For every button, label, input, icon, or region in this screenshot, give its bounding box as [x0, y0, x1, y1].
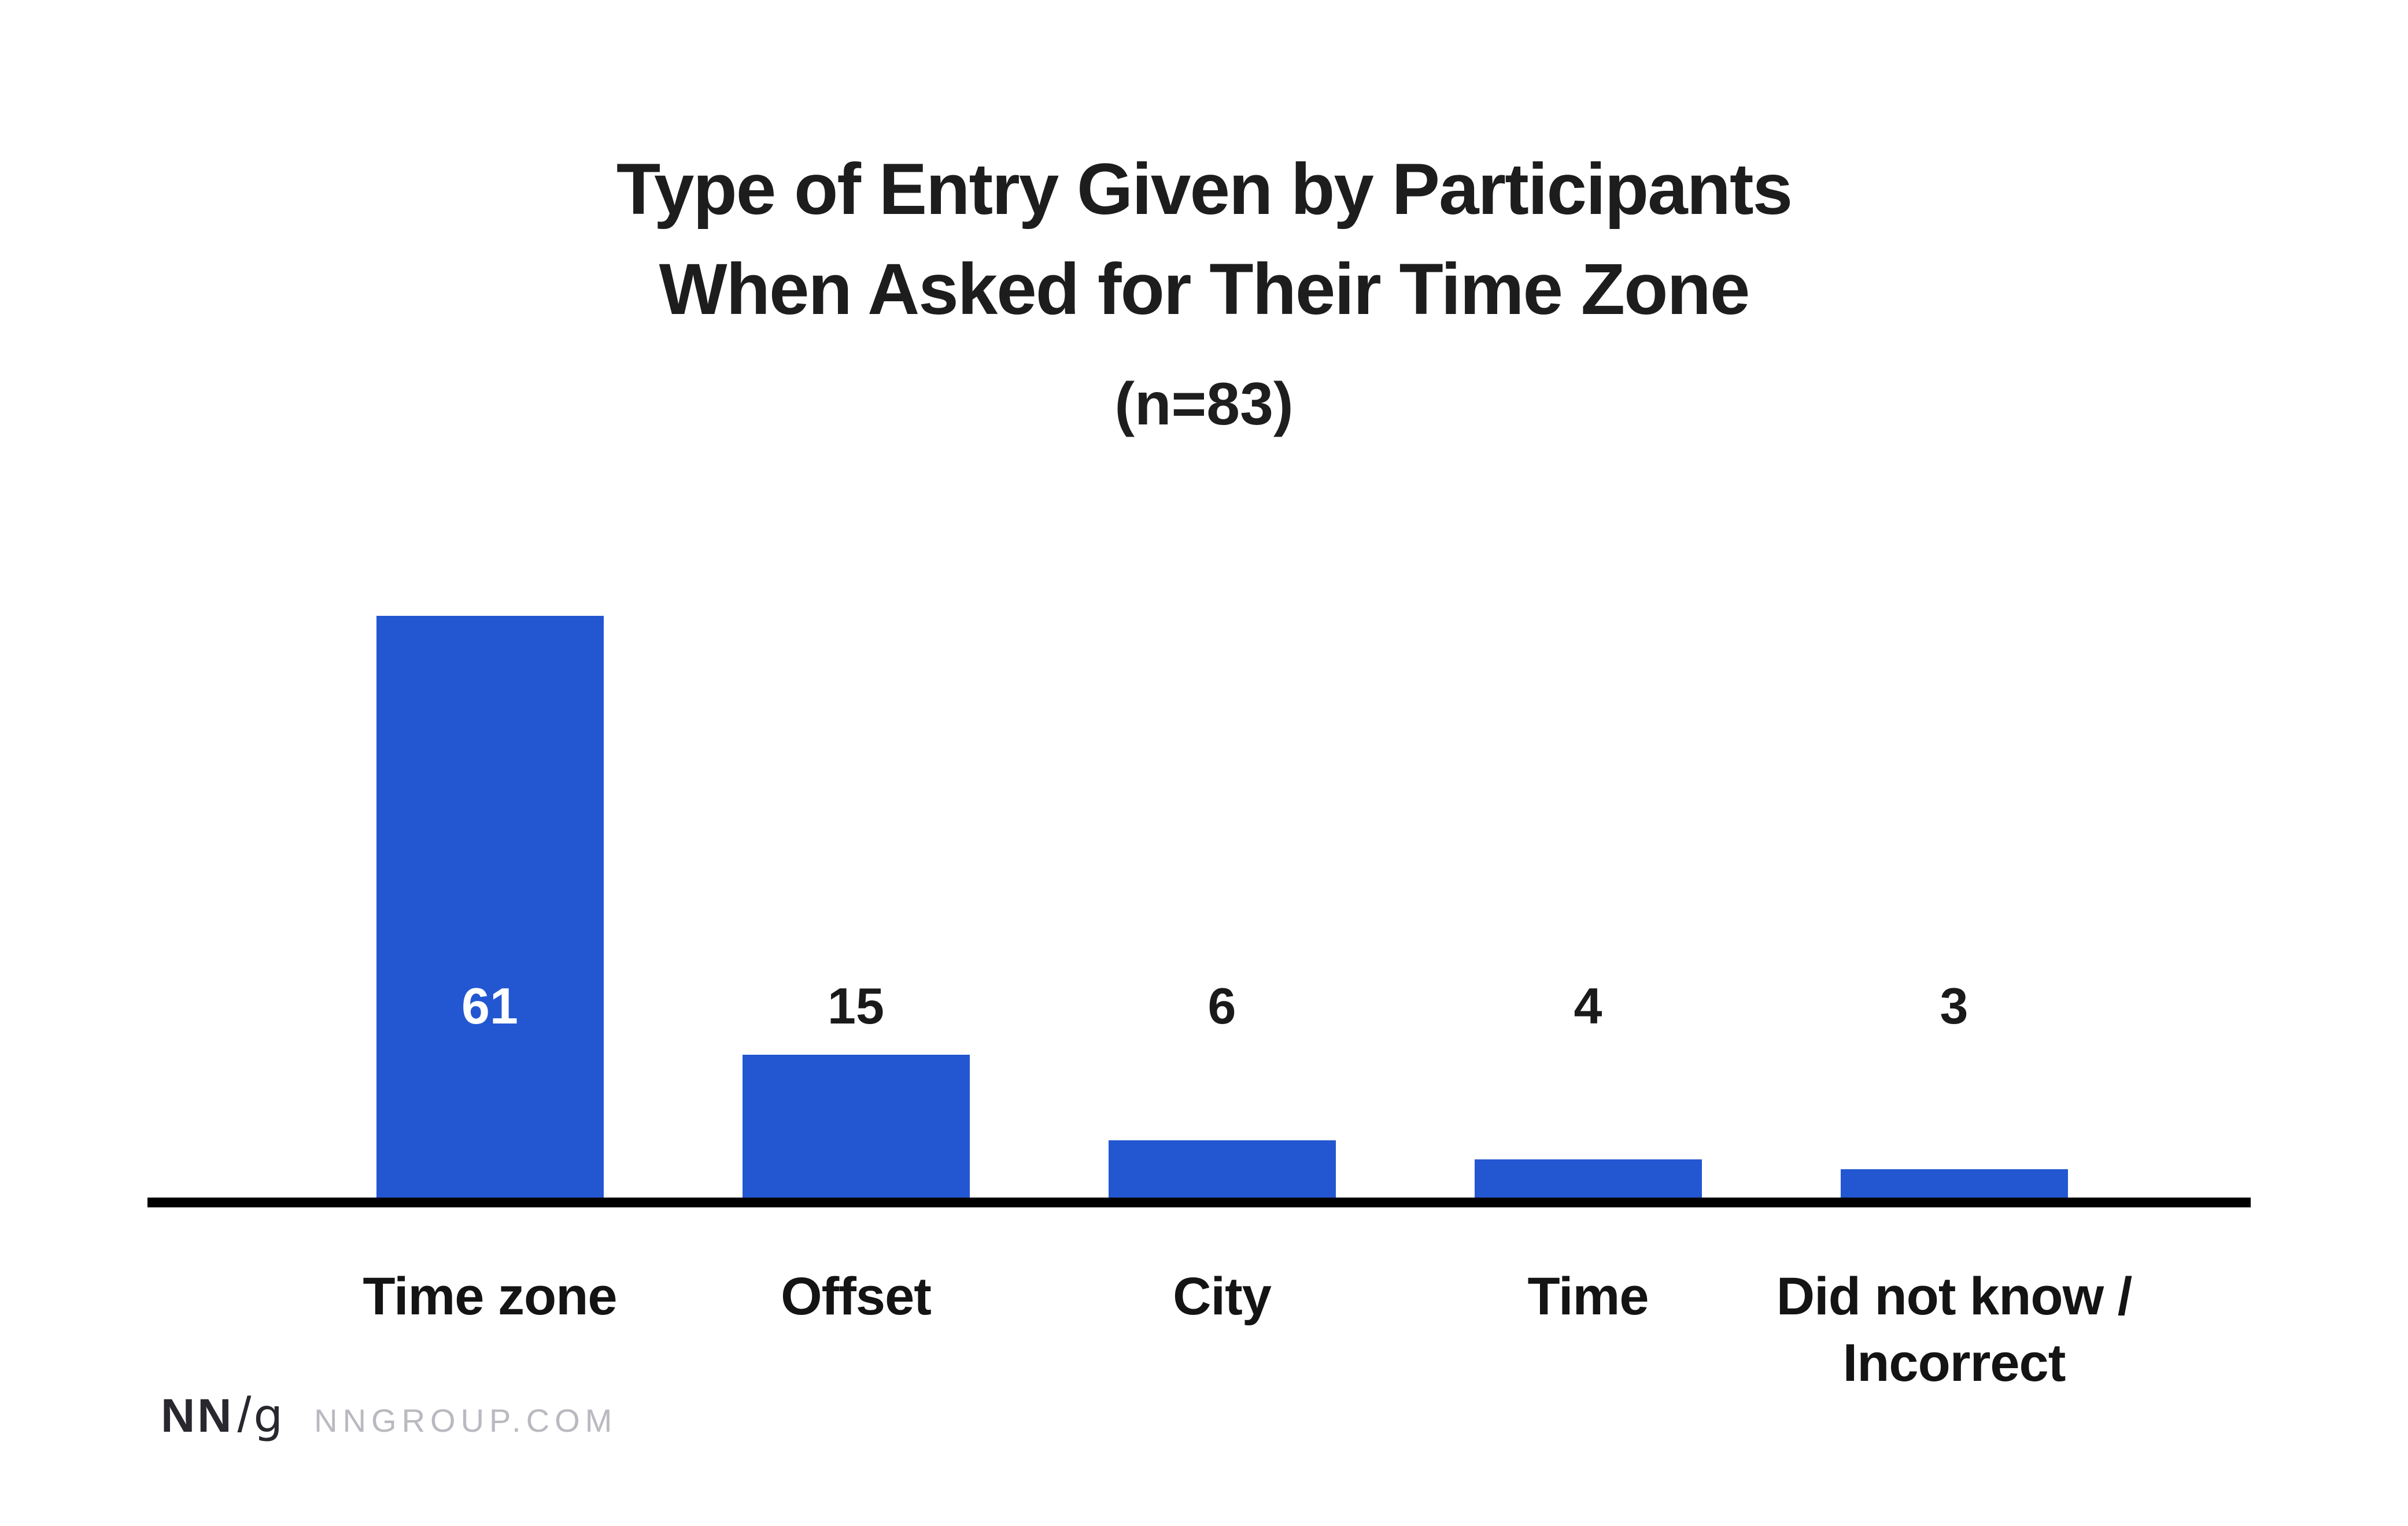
- nng-logo-g: g: [253, 1389, 283, 1443]
- x-axis-label-time-zone: Time zone: [363, 1267, 617, 1326]
- x-axis-label-offset: Offset: [781, 1267, 932, 1326]
- x-axis-label-city: City: [1173, 1267, 1272, 1326]
- bar-value-label-did-not-know-incorrect: 3: [1940, 977, 1968, 1034]
- x-axis-line: [147, 1198, 2251, 1207]
- footer: NN / g NNGROUP.COM: [161, 1387, 617, 1444]
- x-axis-label-did-not-know-incorrect: Did not know / Incorrect: [1776, 1267, 2133, 1392]
- chart-subtitle: (n=83): [1114, 371, 1294, 438]
- footer-site-url: NNGROUP.COM: [314, 1402, 618, 1439]
- bar-time-zone: [376, 616, 604, 1198]
- bar-value-label-city: 6: [1207, 977, 1236, 1034]
- bar-time: [1474, 1159, 1702, 1198]
- bar-did-not-know-incorrect: [1840, 1169, 2068, 1198]
- x-axis-label-time: Time: [1527, 1267, 1649, 1326]
- bar-city: [1108, 1140, 1336, 1198]
- bar-offset: [742, 1055, 970, 1198]
- nng-logo-nn: NN: [161, 1390, 234, 1442]
- nng-logo-slash: /: [237, 1387, 252, 1443]
- bar-value-label-time: 4: [1574, 977, 1602, 1034]
- bar-value-label-offset: 15: [828, 977, 884, 1034]
- bar-value-label-time-zone: 61: [461, 977, 518, 1034]
- chart-title: Type of Entry Given by Participants When…: [616, 149, 1793, 330]
- nng-logo: NN / g: [161, 1387, 283, 1444]
